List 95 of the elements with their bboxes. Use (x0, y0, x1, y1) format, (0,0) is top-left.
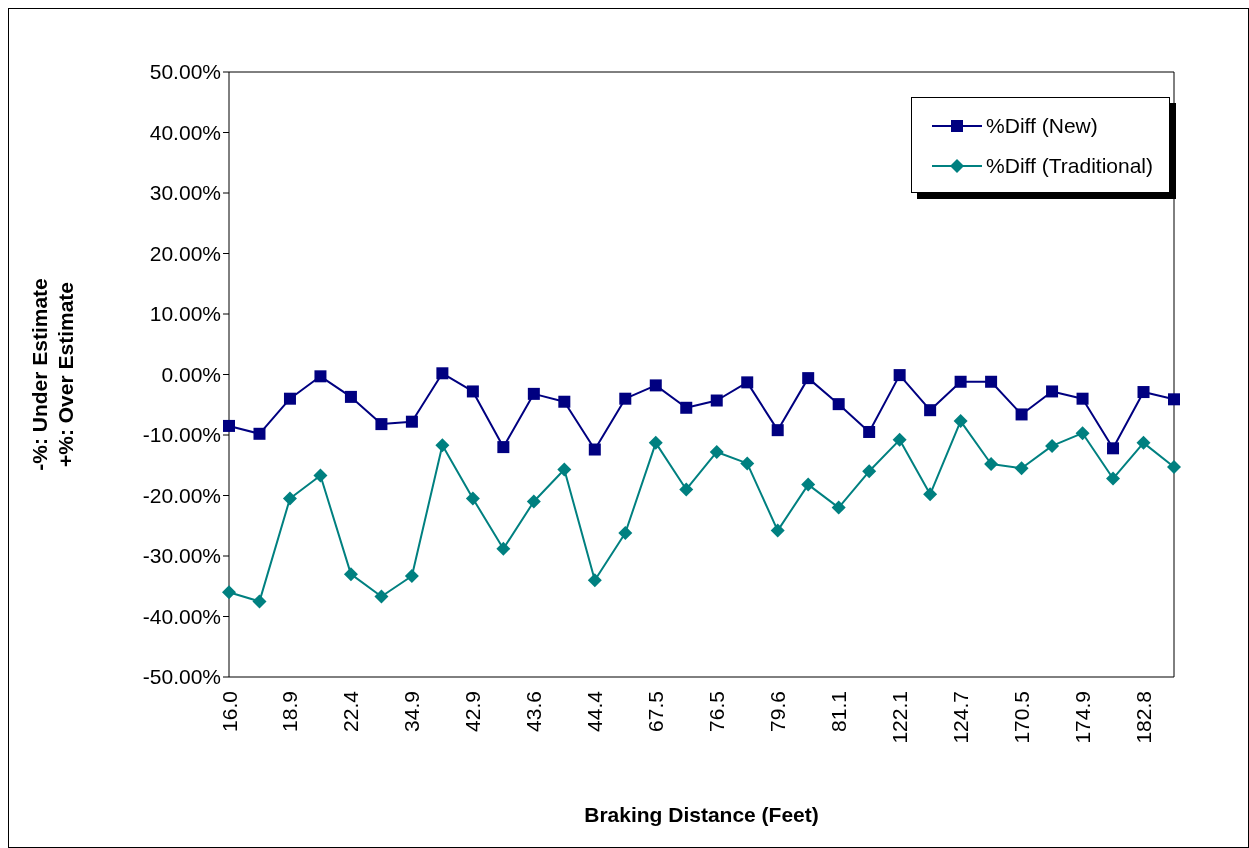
point (953, 414, 968, 429)
point (587, 573, 602, 588)
point (405, 415, 418, 428)
point (375, 418, 388, 431)
point (862, 464, 877, 479)
x-tick-label: 182.8 (1132, 691, 1156, 744)
point (588, 443, 601, 456)
point (222, 585, 236, 600)
point (223, 419, 235, 432)
point (313, 468, 328, 483)
point (1136, 435, 1151, 450)
x-axis-title: Braking Distance (Feet) (584, 803, 819, 826)
point (680, 401, 693, 414)
point (1015, 408, 1028, 421)
y-tick-label: 50.00% (149, 60, 221, 84)
x-tick-label: 174.9 (1071, 691, 1095, 744)
point (892, 432, 907, 447)
point (831, 500, 846, 515)
point (558, 395, 571, 408)
point (709, 444, 724, 459)
point (619, 392, 632, 405)
point (526, 494, 541, 509)
point (679, 482, 694, 497)
point (802, 372, 815, 385)
x-tick-label: 34.9 (400, 691, 424, 732)
point (343, 567, 358, 582)
point (1107, 442, 1120, 455)
point (893, 369, 906, 382)
point (497, 441, 510, 454)
point (863, 425, 876, 438)
point (923, 487, 938, 502)
point (283, 392, 296, 405)
x-tick-label: 18.9 (278, 691, 302, 732)
y-tick-label: 40.00% (149, 120, 221, 144)
point (253, 427, 266, 440)
point (770, 523, 785, 538)
y-axis-title: -%: Under Estimate +%: Over Estimate (28, 278, 77, 471)
point (649, 379, 662, 392)
x-tick-label: 42.9 (461, 691, 485, 732)
x-tick-label: 67.5 (644, 691, 668, 732)
point (466, 385, 479, 398)
point (1106, 471, 1121, 486)
point (710, 394, 723, 407)
point (1075, 426, 1090, 441)
y-tick-label: -20.00% (142, 483, 221, 507)
point (314, 370, 327, 383)
point (436, 367, 449, 380)
y-tick-label: 0.00% (161, 362, 221, 386)
point (252, 594, 267, 609)
x-tick-label: 122.1 (888, 691, 912, 744)
point (435, 438, 450, 453)
x-tick-label: 170.5 (1010, 691, 1034, 744)
x-tick-label: 44.4 (583, 690, 607, 732)
point (1168, 393, 1180, 406)
y-tick-label: 20.00% (149, 241, 221, 265)
legend-label: %Diff (New) (986, 114, 1098, 138)
point (282, 491, 297, 506)
point (1014, 461, 1029, 476)
x-tick-label: 81.1 (827, 691, 851, 732)
x-tick-label: 124.7 (949, 691, 973, 744)
y-tick-label: -30.00% (142, 544, 221, 568)
point (741, 376, 754, 389)
point (1076, 392, 1089, 405)
x-tick-label: 76.5 (705, 691, 729, 732)
point (465, 491, 480, 506)
point (1137, 386, 1150, 399)
point (404, 568, 419, 583)
x-tick-label: 43.6 (522, 691, 546, 732)
point (740, 456, 755, 471)
y-tick-label: 30.00% (149, 181, 221, 205)
point (374, 589, 389, 604)
point (496, 541, 511, 556)
point (344, 390, 357, 403)
point (954, 375, 967, 388)
point (1045, 438, 1060, 453)
point (985, 375, 998, 388)
y-tick-label: -10.00% (142, 423, 221, 447)
point (984, 457, 999, 472)
legend-label: %Diff (Traditional) (986, 154, 1153, 178)
point (1167, 460, 1181, 475)
x-tick-label: 79.6 (766, 691, 790, 732)
point (771, 424, 784, 437)
point (832, 398, 845, 411)
point (557, 462, 572, 477)
point (527, 387, 540, 400)
y-tick-label: -40.00% (142, 604, 221, 628)
x-tick-label: 22.4 (339, 690, 363, 732)
point (1046, 385, 1059, 398)
point (801, 477, 816, 492)
x-tick-label: 16.0 (217, 691, 241, 732)
y-tick-label: 10.00% (149, 302, 221, 326)
point (618, 526, 633, 541)
y-tick-label: -50.00% (142, 665, 221, 689)
point (924, 404, 937, 417)
point (648, 435, 663, 450)
